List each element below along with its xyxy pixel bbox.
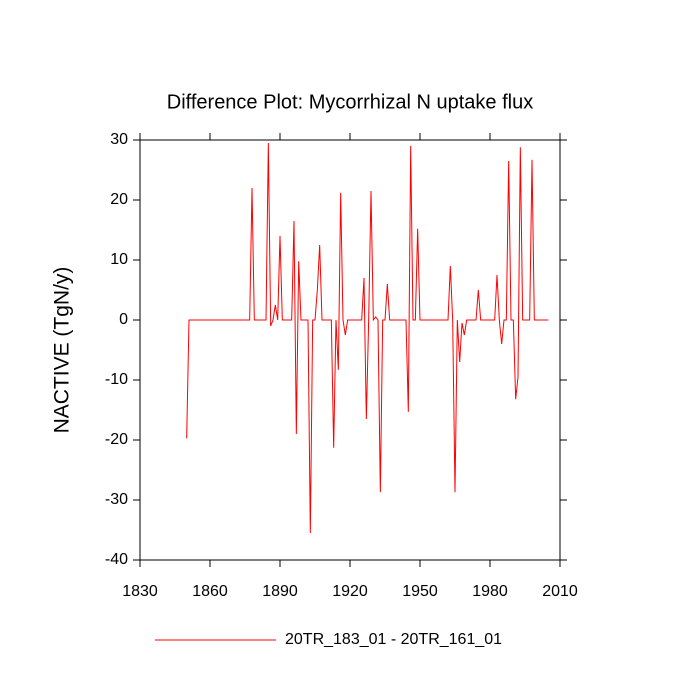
y-tick-label: 10 (110, 251, 128, 268)
x-tick-label: 1920 (332, 583, 368, 600)
y-tick-label: -10 (105, 371, 128, 388)
y-tick-label: -40 (105, 551, 128, 568)
y-tick-label: 20 (110, 191, 128, 208)
x-tick-label: 1980 (472, 583, 508, 600)
x-tick-label: 1950 (402, 583, 438, 600)
y-tick-label: -20 (105, 431, 128, 448)
y-tick-label: 0 (119, 311, 128, 328)
x-tick-label: 2010 (542, 583, 578, 600)
legend-label: 20TR_183_01 - 20TR_161_01 (285, 631, 502, 648)
y-axis-label: NACTIVE (TgN/y) (51, 267, 74, 434)
x-tick-label: 1890 (262, 583, 298, 600)
y-tick-label: 30 (110, 131, 128, 148)
y-tick-label: -30 (105, 491, 128, 508)
x-tick-label: 1860 (192, 583, 228, 600)
data-line (186, 142, 549, 534)
chart-title: Difference Plot: Mycorrhizal N uptake fl… (167, 91, 533, 113)
x-tick-label: 1830 (122, 583, 158, 600)
plot-frame (139, 139, 561, 561)
